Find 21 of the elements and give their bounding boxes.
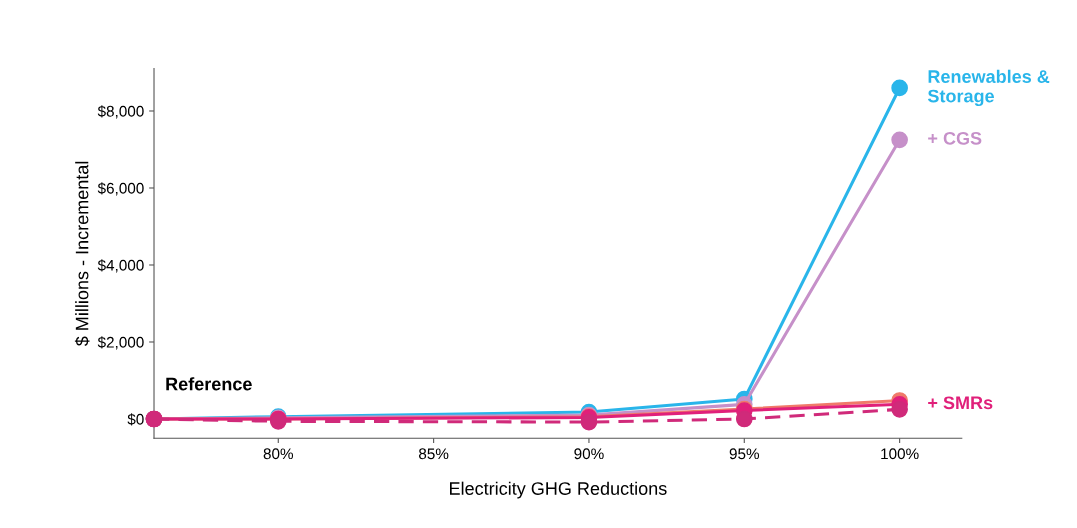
x-axis-title: Electricity GHG Reductions — [450, 481, 667, 499]
x-tick-label: 90% — [574, 448, 604, 460]
x-tick-label: 85% — [418, 448, 449, 460]
y-tick-label: $0 — [127, 413, 144, 426]
point — [891, 401, 908, 418]
point — [735, 410, 753, 428]
series-label: + SMRs — [928, 396, 993, 410]
y-tick-label: $8,000 — [97, 105, 144, 119]
x-tick-label: 95% — [729, 448, 760, 460]
y-tick-label: $6,000 — [97, 182, 144, 196]
x-tick-label: 80% — [263, 448, 294, 460]
point — [891, 79, 908, 97]
y-tick-label: $2,000 — [97, 336, 144, 350]
annotation: Reference — [166, 377, 252, 391]
series-label: + CGS — [928, 131, 982, 145]
y-axis-title: $ Millions - Incremental — [74, 161, 90, 347]
point — [891, 131, 908, 149]
x-tick-label: 100% — [881, 448, 919, 460]
point — [580, 413, 598, 431]
y-tick-label: $4,000 — [97, 259, 144, 273]
series-label: Renewables & Storage — [927, 69, 1050, 107]
